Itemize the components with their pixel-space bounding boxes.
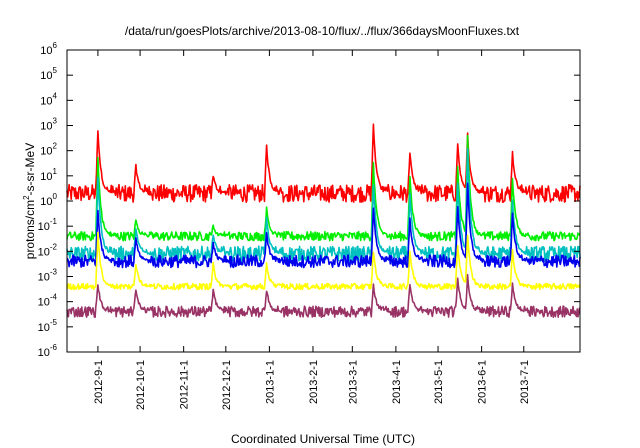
x-axis-label: Coordinated Universal Time (UTC) (231, 432, 415, 446)
y-tick-label: 101 (40, 167, 57, 183)
x-tick-label: 2013-5-1 (433, 360, 445, 404)
y-tick-label: 10-1 (38, 217, 58, 233)
x-tick-label: 2012-9-1 (93, 360, 105, 404)
x-tick-label: 2013-6-1 (477, 360, 489, 404)
series-layer (66, 123, 581, 319)
y-axis-label-superscript: 2 (22, 195, 31, 200)
series-line (66, 273, 581, 319)
y-axis-label: protons/cm2-s-sr-MeV (22, 143, 37, 259)
y-tick-label: 102 (40, 142, 57, 158)
y-tick-label: 104 (40, 91, 57, 107)
x-tick-label: 2012-11-1 (179, 360, 191, 409)
x-tick-label: 2013-7-1 (519, 360, 531, 404)
series-line (66, 123, 581, 203)
x-axis: 2012-9-1 2012-10-1 2012-11-1 2012-12-1 2013-… (93, 50, 531, 410)
x-tick-label: 2013-2-1 (308, 360, 320, 404)
y-tick-label: 10-4 (38, 293, 58, 309)
y-tick-label: 100 (40, 192, 57, 208)
y-tick-label: 105 (40, 66, 57, 82)
y-axis-label-part: -s-sr-MeV (23, 143, 37, 196)
x-tick-label: 2012-12-1 (221, 360, 233, 410)
series-line (66, 134, 581, 242)
series-line (66, 182, 581, 269)
y-tick-label: 10-5 (38, 318, 58, 334)
y-tick-label: 10-6 (38, 343, 58, 359)
chart-title: /data/run/goesPlots/archive/2013-08-10/f… (125, 24, 520, 38)
series-line (66, 231, 581, 291)
y-axis: 10-6 10-5 10-4 10-3 10-2 10-1 100 101 102 103 104 1… (38, 41, 580, 359)
x-tick-label: 2013-3-1 (347, 360, 359, 404)
y-axis-label-part: protons/cm (23, 200, 37, 259)
x-tick-label: 2013-1-1 (264, 360, 276, 404)
y-tick-label: 10-2 (38, 242, 58, 258)
y-tick-label: 103 (40, 117, 57, 133)
x-tick-label: 2012-10-1 (135, 360, 147, 410)
y-tick-label: 10-3 (38, 268, 58, 284)
y-tick-label: 106 (40, 41, 57, 57)
x-tick-label: 2013-4-1 (391, 360, 403, 404)
series-line (66, 148, 581, 263)
